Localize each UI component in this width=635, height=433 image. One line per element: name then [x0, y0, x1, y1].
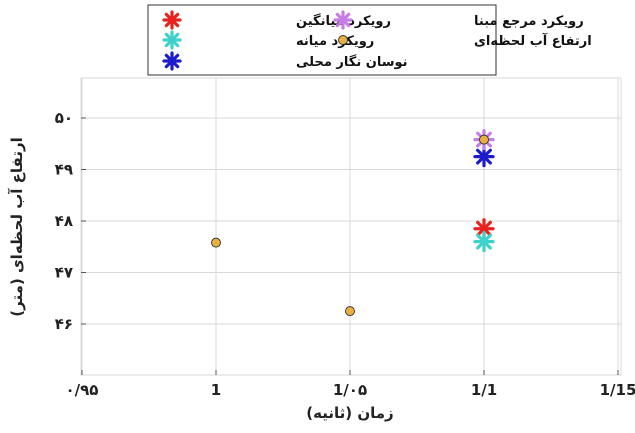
- legend-label-reference: رویکرد مرجع مبنا: [474, 14, 584, 29]
- legend-marker-median: [162, 30, 182, 50]
- legend-label-water-level: ارتفاع آب لحظه‌ای: [474, 32, 592, 49]
- legend-markers: [162, 10, 353, 71]
- y-tick-label: ۵۰: [55, 109, 73, 127]
- y-tick-label: ۴۹: [55, 161, 73, 179]
- legend-label-local-gauge: نوسان نگار محلی: [296, 54, 408, 70]
- y-tick-label: ۴۶: [55, 315, 73, 333]
- x-tick-label: 1/1: [471, 381, 497, 399]
- y-tick-label: ۴۷: [55, 264, 73, 282]
- water-level-point: [211, 237, 221, 248]
- y-tick-label: ۴۸: [55, 212, 73, 230]
- legend-marker-water-level: [338, 35, 348, 45]
- x-axis-ticks: ۰/۹۵ 1 1/۰۵ 1/1 1/15: [66, 370, 635, 399]
- x-tick-label: ۰/۹۵: [66, 381, 99, 399]
- water-level-point: [345, 306, 355, 317]
- legend-marker-local-gauge: [162, 51, 182, 71]
- x-tick-label: 1/۰۵: [333, 381, 367, 399]
- y-axis-ticks: ۴۶ ۴۷ ۴۸ ۴۹ ۵۰: [55, 109, 86, 333]
- plot-area: [80, 77, 622, 376]
- legend-marker-reference: [333, 10, 353, 30]
- data-points: [211, 129, 495, 317]
- median-approach-point: [473, 231, 495, 253]
- legend: رویکرد میانگین رویکرد میانه نوسان نگار م…: [147, 4, 592, 76]
- legend-label-median: رویکرد میانه: [296, 34, 374, 49]
- water-level-point: [479, 134, 489, 145]
- y-axis-label: ارتفاع آب لحظه‌ای (متر): [8, 137, 26, 316]
- x-axis-label: زمان (ثانیه): [306, 404, 393, 422]
- legend-marker-mean: [162, 10, 182, 30]
- local-gauge-point: [473, 146, 495, 168]
- grid-lines: [81, 78, 621, 375]
- legend-box: [147, 4, 497, 76]
- x-tick-label: 1/15: [600, 381, 635, 399]
- x-tick-label: 1: [211, 381, 221, 399]
